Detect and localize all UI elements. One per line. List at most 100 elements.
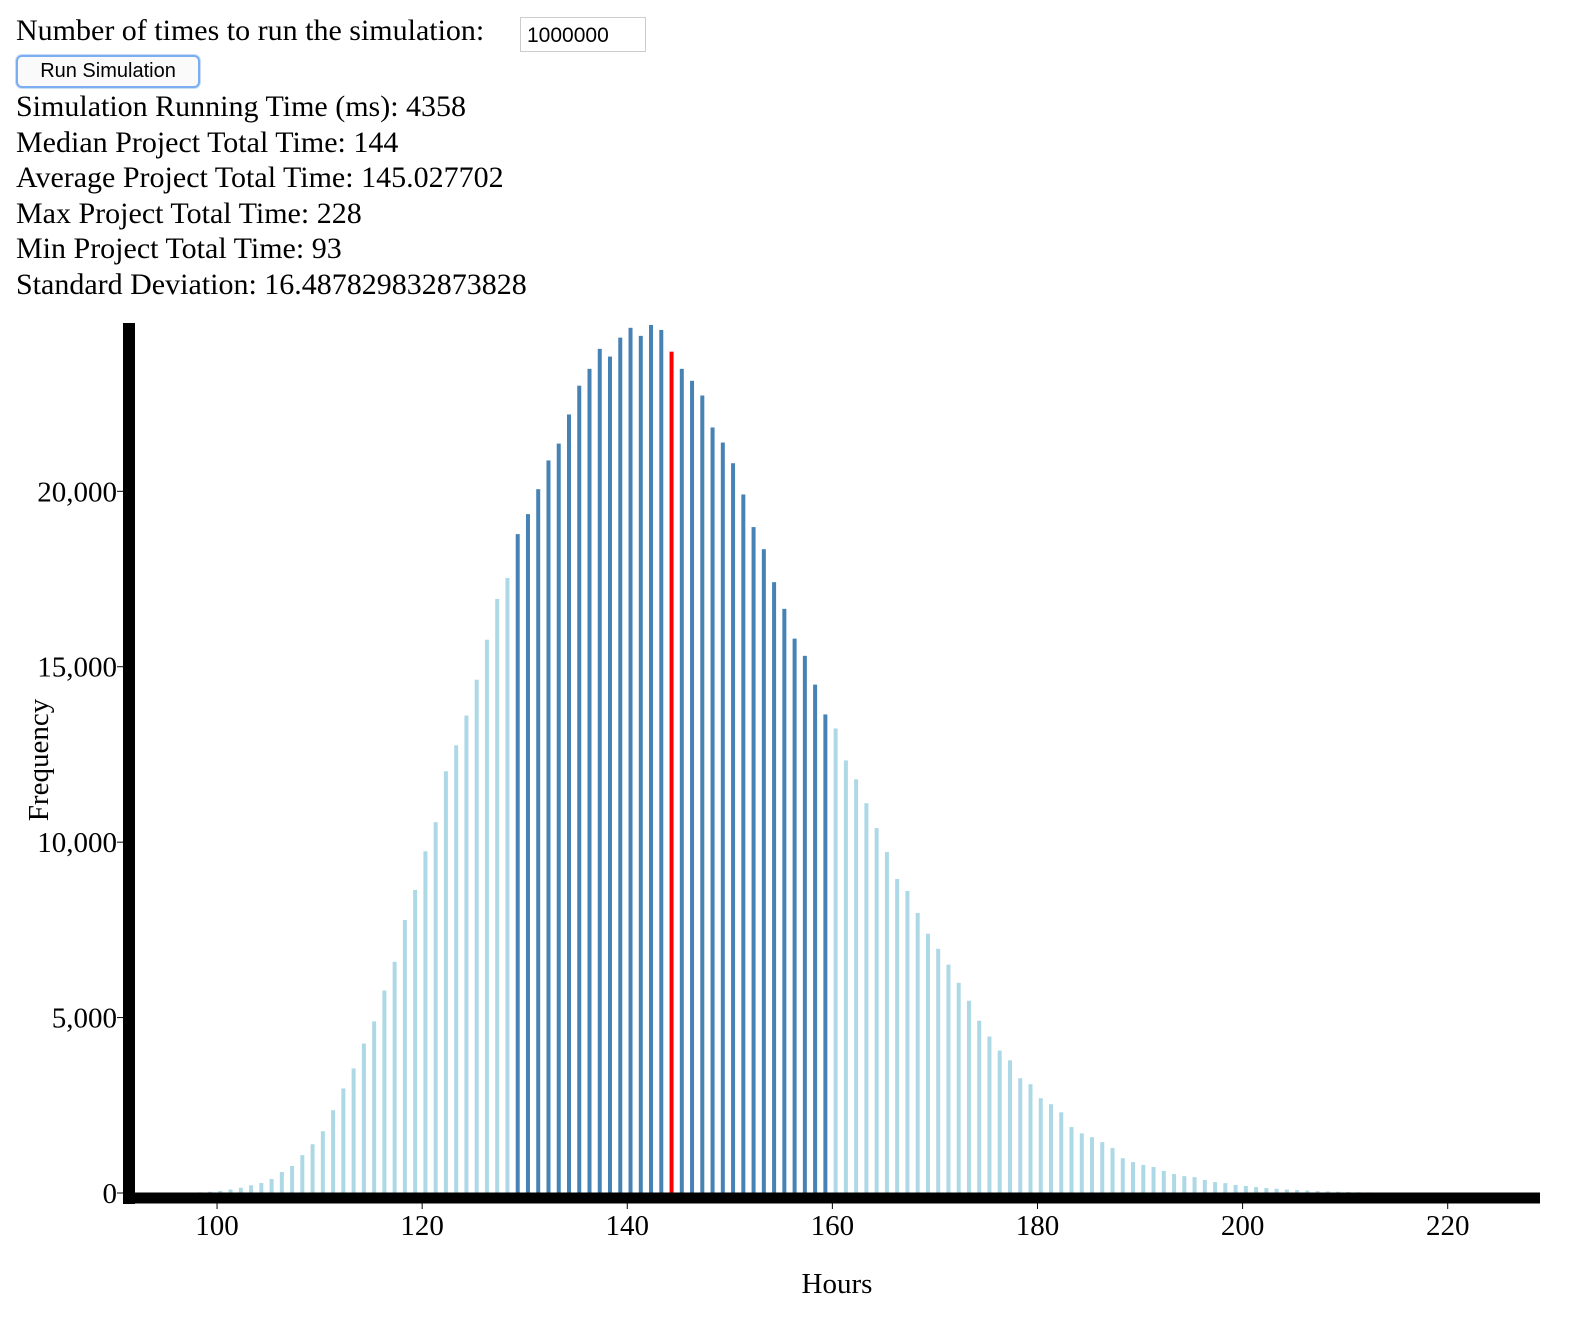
bar	[433, 822, 438, 1193]
bar	[638, 335, 643, 1193]
bar	[249, 1185, 254, 1193]
bar	[1325, 1191, 1330, 1193]
run-button[interactable]: Run Simulation	[16, 55, 200, 88]
bar	[1038, 1098, 1043, 1193]
bar	[772, 582, 777, 1193]
bar	[761, 549, 766, 1193]
bar	[320, 1131, 325, 1193]
bar	[741, 494, 746, 1194]
bar	[536, 489, 541, 1193]
bar	[1141, 1164, 1146, 1193]
bar	[679, 368, 684, 1194]
bar	[515, 534, 520, 1193]
bar	[608, 356, 613, 1193]
bar	[792, 638, 797, 1193]
bar	[505, 577, 510, 1193]
x-tick-label: 140	[606, 1210, 650, 1242]
bar	[1090, 1137, 1095, 1193]
bar	[659, 329, 664, 1194]
bar	[669, 351, 674, 1193]
y-tick-label: 20,000	[37, 476, 117, 508]
bar	[710, 427, 715, 1193]
bar	[474, 679, 479, 1193]
bar	[546, 460, 551, 1194]
bar	[443, 771, 448, 1193]
bar	[259, 1183, 264, 1193]
bar	[628, 327, 633, 1194]
bar	[556, 443, 561, 1193]
bar	[802, 655, 807, 1193]
bar	[351, 1068, 356, 1193]
bar	[864, 803, 869, 1193]
bar	[402, 920, 407, 1193]
bar	[1120, 1158, 1125, 1193]
bar	[1151, 1167, 1156, 1193]
bar	[1007, 1060, 1012, 1193]
bar	[977, 1020, 982, 1193]
bar	[597, 348, 602, 1193]
bar	[1243, 1185, 1248, 1193]
bar	[228, 1189, 233, 1193]
bar	[1213, 1182, 1218, 1193]
x-axis-title: Hours	[802, 1268, 873, 1300]
bar	[208, 1191, 213, 1193]
bar	[1018, 1078, 1023, 1193]
bar	[823, 714, 828, 1193]
bar	[577, 385, 582, 1193]
bar	[1131, 1162, 1136, 1193]
bar	[392, 961, 397, 1193]
bar	[1254, 1187, 1259, 1193]
y-tick-label: 10,000	[37, 827, 117, 859]
bar	[310, 1144, 315, 1193]
bar	[813, 684, 818, 1193]
bar	[1295, 1190, 1300, 1193]
bar	[1110, 1148, 1115, 1193]
stat-line: Simulation Running Time (ms): 4358	[16, 90, 467, 123]
bar	[1182, 1176, 1187, 1193]
y-tick-label: 0	[103, 1178, 118, 1210]
stat-line: Min Project Total Time: 93	[16, 232, 342, 266]
bar	[884, 851, 889, 1193]
bar	[1233, 1184, 1238, 1193]
bar	[987, 1036, 992, 1193]
bar	[1172, 1174, 1177, 1193]
bar	[566, 414, 571, 1194]
bar	[936, 948, 941, 1193]
stat-line: Median Project Total Time: 144	[16, 125, 399, 159]
bar	[372, 1021, 377, 1193]
bar	[1079, 1133, 1084, 1193]
bar	[464, 715, 469, 1193]
bar	[874, 828, 879, 1193]
y-tick-label: 15,000	[37, 652, 117, 684]
bar	[905, 890, 910, 1193]
bar	[843, 760, 848, 1193]
bar	[966, 1000, 971, 1193]
bar	[1284, 1189, 1289, 1193]
bar	[700, 395, 705, 1193]
bar	[1048, 1104, 1053, 1193]
bar	[997, 1050, 1002, 1193]
bar	[331, 1110, 336, 1193]
bar	[690, 380, 695, 1193]
stat-line: Max Project Total Time: 228	[16, 196, 362, 230]
bar	[238, 1187, 243, 1193]
bar	[956, 982, 961, 1193]
x-tick-label: 200	[1221, 1210, 1265, 1242]
bar	[1028, 1084, 1033, 1193]
bar	[1202, 1180, 1207, 1193]
bar	[423, 851, 428, 1193]
bar	[618, 337, 623, 1193]
bar	[1264, 1188, 1269, 1193]
runs-input[interactable]: 1000000	[520, 17, 646, 52]
stats: Simulation Running Time (ms): 4358 Median…	[16, 89, 527, 303]
bar	[1059, 1112, 1064, 1193]
bar	[946, 964, 951, 1193]
bar	[1161, 1170, 1166, 1193]
bar	[751, 527, 756, 1193]
bar	[587, 368, 592, 1194]
bar	[1100, 1142, 1105, 1193]
bar	[300, 1155, 305, 1193]
bar	[495, 599, 500, 1193]
